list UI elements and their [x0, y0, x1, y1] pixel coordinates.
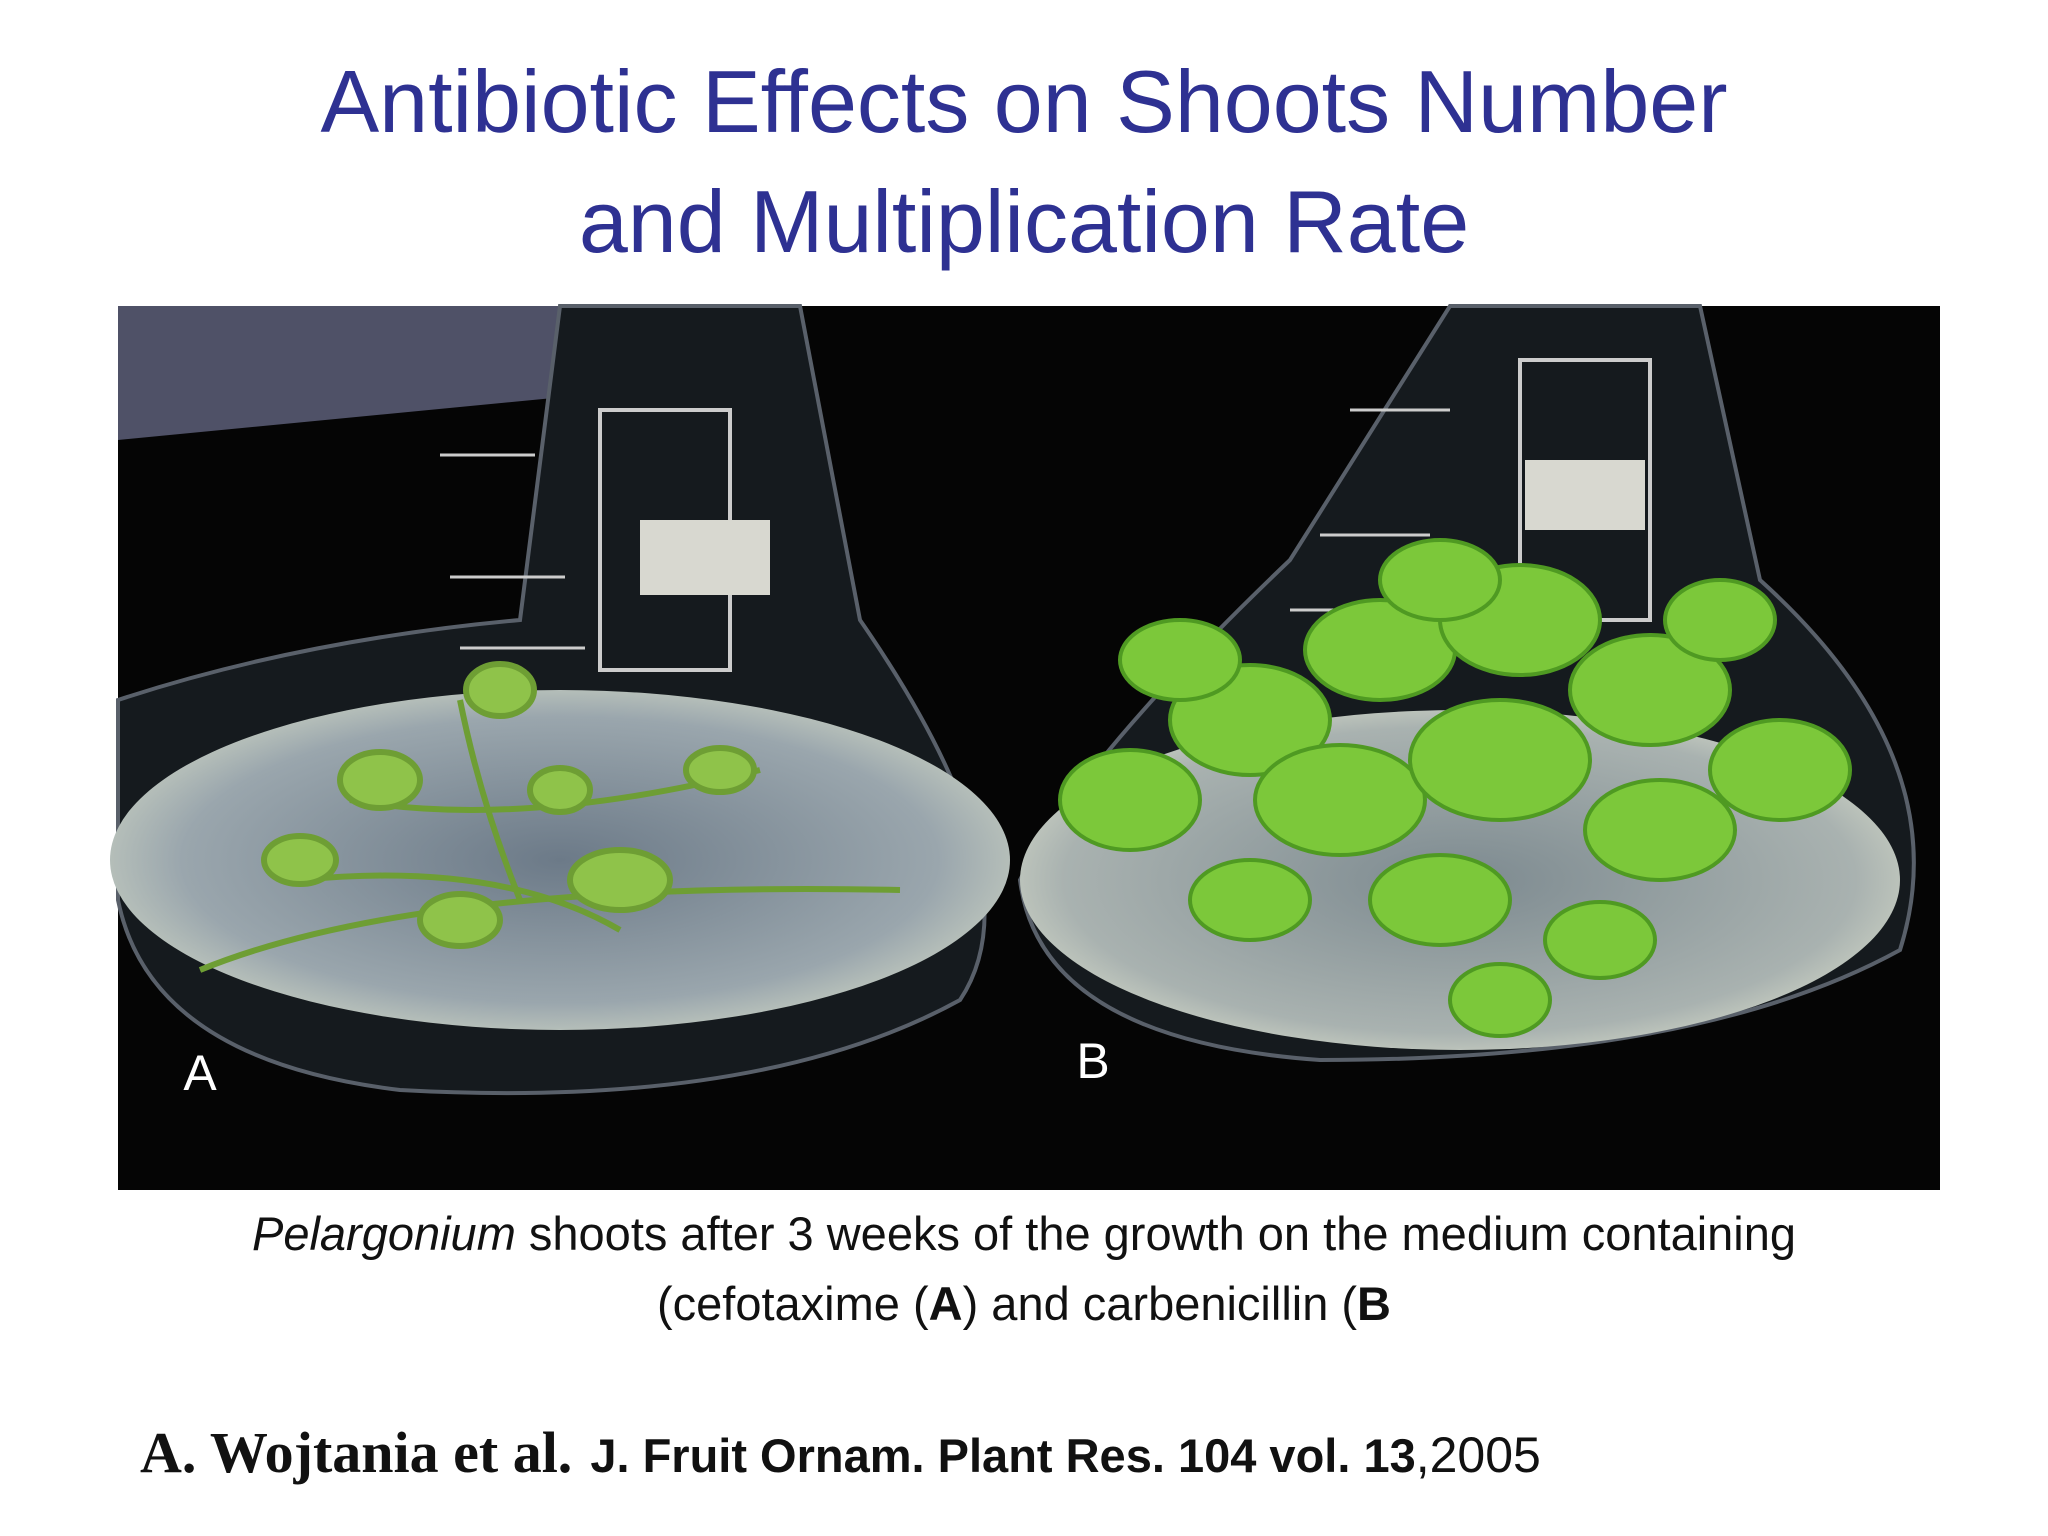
citation-authors: A. Wojtania et al.: [140, 1420, 572, 1485]
shoots: [1058, 538, 1852, 1038]
citation-year: ,2005: [1416, 1427, 1541, 1483]
caption-italic: Pelargonium: [252, 1207, 516, 1260]
flask-label: [640, 520, 770, 595]
caption-bold: B: [1357, 1277, 1391, 1330]
title-line: Antibiotic Effects on Shoots Number: [320, 52, 1727, 151]
caption-line: (cefotaxime (A) and carbenicillin (B: [657, 1277, 1391, 1330]
flask-label: [1525, 460, 1645, 530]
caption-text: (cefotaxime (: [657, 1277, 929, 1330]
caption-text: shoots after 3 weeks of the growth on th…: [516, 1207, 1796, 1260]
caption-text: ) and carbenicillin (: [963, 1277, 1358, 1330]
shoots: [198, 661, 901, 973]
citation-journal: J. Fruit Ornam. Plant Res. 104 vol. 13: [590, 1429, 1415, 1482]
photo: A B: [110, 304, 1940, 1190]
title-line: and Multiplication Rate: [579, 172, 1469, 271]
citation: A. Wojtania et al. J. Fruit Ornam. Plant …: [140, 1420, 1541, 1485]
photo-label: B: [1076, 1033, 1109, 1089]
caption-bold: A: [929, 1277, 963, 1330]
medium: [110, 690, 1010, 1030]
caption-line: Pelargonium shoots after 3 weeks of the …: [252, 1207, 1796, 1260]
photo-label: A: [183, 1045, 217, 1101]
